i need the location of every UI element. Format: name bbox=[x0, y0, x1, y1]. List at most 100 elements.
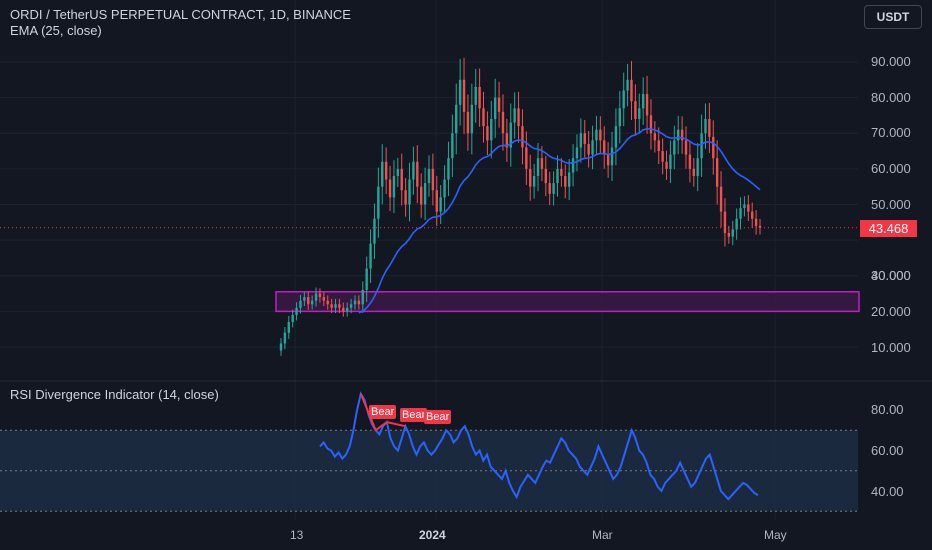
candle-body bbox=[357, 300, 361, 305]
candle-body bbox=[571, 158, 575, 173]
candle-body bbox=[665, 161, 668, 169]
candle-body bbox=[493, 97, 497, 119]
candle-body bbox=[696, 158, 699, 176]
candle-body bbox=[330, 304, 333, 308]
candle-body bbox=[349, 304, 353, 308]
candle-body bbox=[653, 133, 657, 141]
candle-body bbox=[384, 161, 388, 180]
price-tick: 20.000 bbox=[871, 304, 911, 319]
symbol-title[interactable]: ORDI / TetherUS PERPETUAL CONTRACT, 1D, … bbox=[10, 7, 351, 22]
candle-body bbox=[435, 190, 438, 212]
candle-body bbox=[404, 190, 407, 205]
candle-body bbox=[727, 233, 731, 237]
candle-body bbox=[470, 104, 474, 134]
candle-body bbox=[353, 300, 357, 305]
currency-button[interactable]: USDT bbox=[864, 5, 922, 29]
candle-body bbox=[743, 204, 746, 209]
price-tick: 10.000 bbox=[871, 340, 911, 355]
candle-body bbox=[552, 183, 555, 194]
price-tick: 30.000 bbox=[871, 268, 911, 283]
candle-body bbox=[303, 297, 306, 301]
bear-divergence-line bbox=[375, 421, 388, 432]
rsi-tick: 40.00 bbox=[871, 484, 904, 499]
candle-body bbox=[638, 108, 641, 119]
candle-body bbox=[517, 108, 520, 127]
price-tick: 80.000 bbox=[871, 90, 911, 105]
price-tick: 40.000 bbox=[871, 268, 911, 283]
candle-body bbox=[474, 86, 477, 105]
candle-body bbox=[610, 147, 614, 166]
candle-body bbox=[458, 79, 462, 105]
candle-body bbox=[490, 119, 493, 141]
candle-body bbox=[310, 300, 314, 305]
candle-body bbox=[739, 208, 742, 219]
candle-body bbox=[416, 161, 419, 187]
time-tick: Mar bbox=[592, 528, 613, 542]
candle-body bbox=[346, 307, 349, 312]
rsi-tick: 60.00 bbox=[871, 443, 904, 458]
candle-body bbox=[423, 183, 427, 205]
price-tick: 50.000 bbox=[871, 197, 911, 212]
candle-body bbox=[700, 133, 703, 159]
candle-body bbox=[419, 186, 423, 205]
candle-body bbox=[509, 122, 512, 148]
candle-body bbox=[614, 126, 618, 148]
candle-body bbox=[606, 154, 610, 166]
candle-body bbox=[735, 218, 738, 230]
price-tick: 60.000 bbox=[871, 161, 911, 176]
candle-body bbox=[369, 243, 372, 269]
candle-body bbox=[657, 140, 660, 152]
candle-body bbox=[719, 186, 723, 212]
candle-body bbox=[630, 79, 633, 102]
candle-body bbox=[669, 154, 672, 169]
bear-divergence-line bbox=[359, 393, 377, 431]
candle-body bbox=[396, 168, 400, 176]
candle-body bbox=[560, 168, 563, 176]
bear-divergence-label: Bear bbox=[424, 410, 452, 424]
candle-body bbox=[505, 133, 509, 148]
candle-body bbox=[497, 97, 501, 112]
candle-body bbox=[400, 168, 403, 191]
candle-body bbox=[649, 115, 653, 134]
candle-body bbox=[478, 86, 481, 109]
candle-body bbox=[751, 211, 754, 219]
candle-body bbox=[688, 154, 692, 169]
candle-body bbox=[466, 111, 470, 134]
candle-body bbox=[287, 322, 290, 333]
candle-body bbox=[715, 158, 719, 187]
candle-body bbox=[540, 158, 544, 169]
candle-body bbox=[684, 140, 688, 155]
candle-body bbox=[556, 168, 559, 184]
candle-body bbox=[408, 179, 411, 205]
candle-body bbox=[525, 147, 528, 169]
bear-divergence-line bbox=[386, 421, 406, 428]
candle-body bbox=[462, 79, 466, 112]
candle-body bbox=[747, 204, 750, 212]
candle-body bbox=[455, 104, 458, 134]
ema-indicator-legend[interactable]: EMA (25, close) bbox=[10, 23, 102, 38]
candle-body bbox=[731, 229, 734, 237]
candle-body bbox=[712, 136, 715, 159]
candle-body bbox=[412, 161, 415, 180]
rsi-line bbox=[319, 391, 759, 501]
candle-body bbox=[291, 314, 294, 323]
candle-body bbox=[314, 293, 318, 301]
candle-body bbox=[482, 108, 485, 127]
candle-body bbox=[443, 179, 446, 198]
candle-body bbox=[599, 129, 602, 141]
candle-body bbox=[680, 129, 684, 141]
rsi-bands bbox=[0, 429, 858, 512]
candle-body bbox=[754, 218, 758, 226]
price-tick: 90.000 bbox=[871, 54, 911, 69]
candle-body bbox=[661, 151, 664, 162]
candle-body bbox=[591, 140, 594, 155]
candle-body bbox=[583, 133, 586, 144]
candle-body bbox=[334, 304, 337, 308]
rsi-indicator-legend[interactable]: RSI Divergence Indicator (14, close) bbox=[10, 387, 219, 402]
candle-body bbox=[427, 168, 431, 184]
candle-body bbox=[322, 297, 326, 301]
time-tick: 13 bbox=[290, 528, 304, 542]
candle-body bbox=[361, 290, 364, 305]
candle-body bbox=[529, 168, 532, 187]
